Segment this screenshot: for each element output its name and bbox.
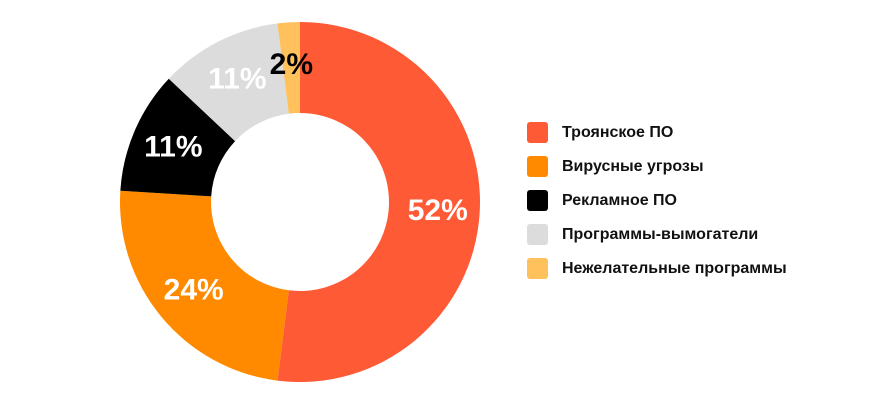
- legend-item: Вирусные угрозы: [527, 154, 787, 179]
- donut-slice-2: [120, 190, 289, 381]
- slice-value-label-2: 24%: [164, 273, 224, 306]
- legend-swatch: [527, 156, 548, 177]
- legend-item: Рекламное ПО: [527, 188, 787, 213]
- donut-chart: 52%24%11%11% 2%: [120, 22, 480, 382]
- legend-label: Рекламное ПО: [562, 191, 677, 209]
- legend-item: Программы-вымогатели: [527, 222, 787, 247]
- donut-slice-3: [120, 78, 236, 197]
- slice-value-label-1: 52%: [408, 194, 468, 227]
- legend-swatch: [527, 224, 548, 245]
- legend-swatch: [527, 122, 548, 143]
- legend-label: Вирусные угрозы: [562, 157, 704, 175]
- donut-slice-5: [277, 22, 300, 114]
- slice-value-label-3: 11%: [144, 131, 202, 164]
- chart-legend: Троянское ПО Вирусные угрозы Рекламное ПО П…: [527, 120, 787, 290]
- legend-item: Троянское ПО: [527, 120, 787, 145]
- legend-swatch: [527, 190, 548, 211]
- legend-item: Нежелательные программы: [527, 256, 787, 281]
- donut-slice-4: [168, 23, 289, 142]
- legend-swatch: [527, 258, 548, 279]
- legend-label: Троянское ПО: [562, 123, 674, 141]
- legend-label: Программы-вымогатели: [562, 225, 759, 243]
- legend-label: Нежелательные программы: [562, 259, 787, 277]
- donut-slice-1: [277, 22, 480, 382]
- slice-value-label-4: 11%: [208, 63, 266, 96]
- donut-slices: [120, 22, 480, 382]
- slice-value-label-5: 2%: [270, 48, 313, 81]
- donut-slice-labels: 52%24%11%11% 2%: [144, 48, 468, 307]
